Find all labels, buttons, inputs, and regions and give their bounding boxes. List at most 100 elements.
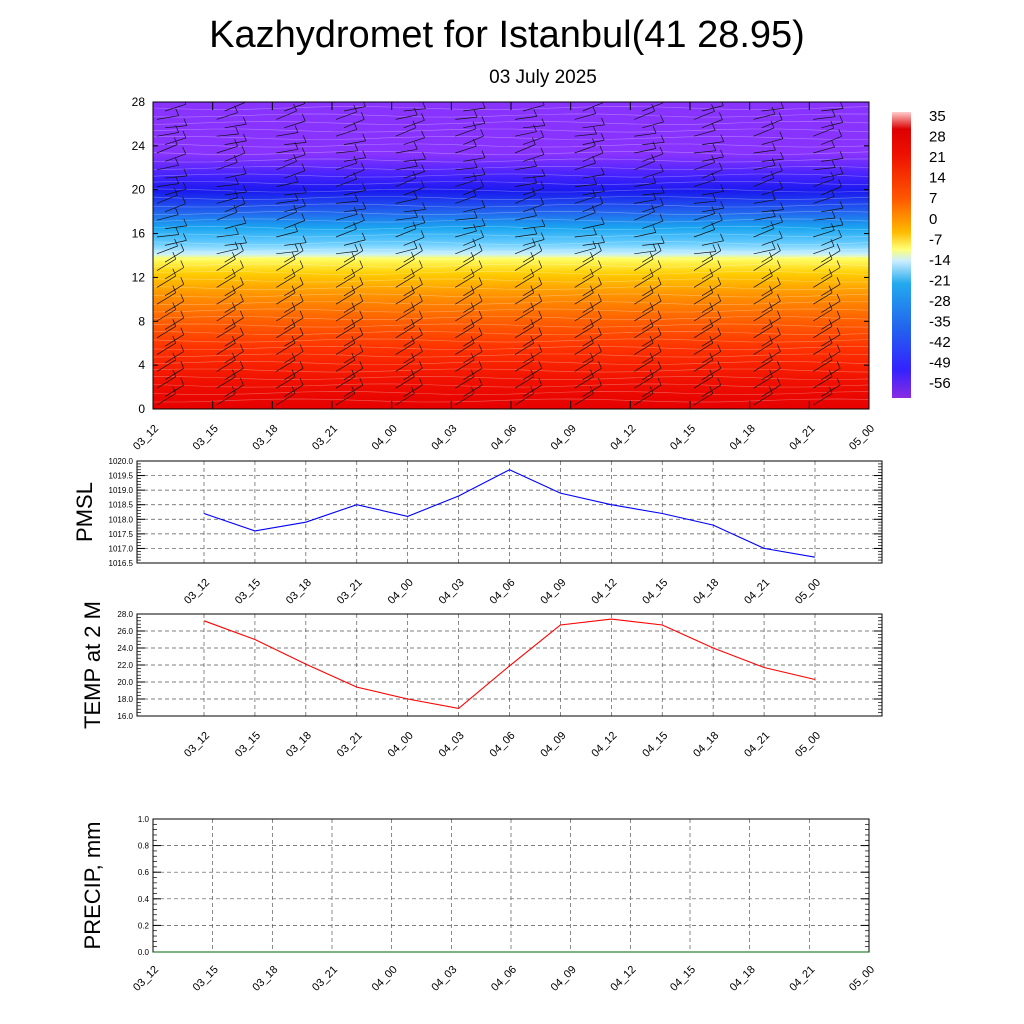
wind-barb [522, 243, 543, 263]
isoline [153, 218, 869, 223]
isoline [153, 136, 869, 140]
isoline [153, 158, 869, 163]
x-tick-label: 04_18 [728, 964, 758, 994]
wind-barb [574, 302, 594, 322]
x-tick-label: 05_00 [847, 423, 877, 453]
wind-barb [821, 151, 844, 162]
wind-barb [403, 243, 423, 263]
x-tick-label: 04_21 [742, 730, 772, 760]
colorbar-label: -56 [929, 375, 951, 392]
isoline [153, 248, 869, 253]
wind-barb [403, 215, 426, 229]
wind-barb [216, 285, 236, 305]
wind-barb [343, 232, 366, 246]
precip-panel: 0.0 0.2 0.4 0.6 0.8 1.0 03_12 03_15 03_18 03_21 04… [80, 815, 877, 994]
wind-barb [761, 151, 784, 162]
wind-barb [821, 361, 841, 381]
wind-barb [821, 229, 842, 246]
wind-barb [753, 302, 773, 322]
wind-barb [455, 188, 477, 204]
wind-barb [821, 310, 841, 330]
wind-barb [634, 352, 654, 372]
wind-barb [701, 377, 722, 397]
wind-barb [216, 190, 239, 204]
heatmap-panel: 0 4 8 12 16 20 24 28 03_12 03_15 03_18 03_21 04_00 0… [131, 95, 877, 453]
wind-barb [156, 251, 177, 271]
colorbar-label: -28 [929, 293, 951, 310]
wind-barb [634, 335, 654, 355]
x-tick-label: 03_21 [335, 730, 365, 760]
wind-barb [164, 377, 185, 397]
wind-barb [224, 235, 247, 246]
wind-barb [753, 242, 776, 255]
wind-barb [164, 293, 185, 313]
wind-barb [693, 244, 717, 255]
wind-barb [395, 335, 415, 355]
x-tick-label: 04_15 [640, 730, 670, 760]
wind-barb [514, 285, 535, 305]
wind-barb [403, 180, 425, 196]
wind-barb [821, 217, 844, 229]
wind-barb [164, 277, 185, 297]
wind-barb [156, 319, 177, 339]
wind-barb [216, 204, 238, 221]
wind-barb [642, 114, 664, 129]
wind-barb [224, 243, 244, 263]
wind-barb [522, 219, 546, 229]
isoline [153, 151, 869, 155]
wind-barb [813, 210, 836, 221]
x-tick-label: 04_06 [489, 423, 519, 453]
wind-barb [463, 128, 484, 145]
wind-barb [813, 268, 833, 288]
isolines [153, 106, 869, 403]
x-tick-label: 04_00 [370, 964, 400, 994]
wind-barb [276, 224, 298, 238]
x-tick-label: 04_03 [437, 730, 467, 760]
wind-barb [522, 327, 543, 347]
wind-barb [642, 260, 662, 280]
wind-barb [284, 361, 304, 381]
wind-barb [642, 235, 665, 246]
wind-barb [634, 319, 654, 339]
wind-barb [574, 285, 594, 305]
wind-barb [216, 251, 236, 271]
wind-barb [582, 310, 602, 330]
isoline [153, 203, 869, 208]
wind-barb [284, 147, 306, 162]
wind-barb [761, 163, 783, 179]
wind-barb [224, 102, 246, 112]
panel-frame [136, 460, 883, 564]
x-tick-label: 05_00 [793, 730, 823, 760]
wind-barb [463, 344, 483, 364]
y-axis-label: PRECIP, mm [80, 822, 105, 950]
wind-barb [224, 344, 244, 364]
isoline [153, 226, 869, 230]
wind-barb [761, 377, 781, 397]
wind-barb [335, 207, 358, 221]
wind-barb [693, 352, 714, 372]
wind-barb [514, 268, 535, 288]
wind-barb [582, 293, 602, 313]
wind-barb [642, 102, 664, 112]
wind-barb [284, 135, 307, 145]
wind-barb [701, 361, 722, 381]
heatmap-y-axis: 0 4 8 12 16 20 24 28 [132, 95, 869, 416]
wind-barb [463, 327, 483, 347]
wind-barb [276, 285, 296, 305]
wind-barb [224, 184, 247, 196]
wind-barb [335, 243, 359, 255]
wind-barb [514, 251, 535, 271]
wind-barb [284, 235, 307, 246]
wind-barb [463, 116, 486, 129]
wind-barb [761, 230, 783, 246]
wind-barb [574, 319, 594, 339]
wind-barb [642, 310, 662, 330]
temp-panel: 16.0 18.0 20.0 22.0 24.0 26.0 28.0 03_12 03_15 03… [80, 601, 883, 760]
x-tick-label: 03_12 [131, 964, 161, 994]
colorbar-label: -42 [929, 334, 951, 351]
wind-barb [761, 112, 783, 129]
pmsl-panel: 1016.5 1017.0 1017.5 1018.0 1018.5 1019.0 1019… [72, 457, 883, 607]
wind-barb [463, 218, 486, 229]
wind-barb [582, 260, 602, 280]
isoline [153, 376, 869, 380]
